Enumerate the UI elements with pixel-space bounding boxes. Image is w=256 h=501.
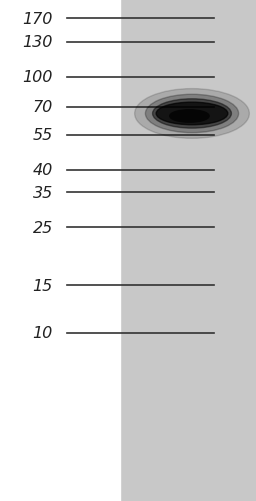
- Bar: [120, 0, 256, 501]
- Text: 170: 170: [23, 12, 53, 27]
- Ellipse shape: [156, 103, 228, 125]
- Ellipse shape: [145, 95, 239, 133]
- Ellipse shape: [135, 89, 249, 139]
- Text: 25: 25: [33, 220, 53, 235]
- Text: 130: 130: [23, 35, 53, 50]
- Text: 35: 35: [33, 185, 53, 200]
- Ellipse shape: [170, 111, 209, 123]
- Text: 10: 10: [33, 326, 53, 341]
- Text: 40: 40: [33, 163, 53, 178]
- Text: 100: 100: [23, 70, 53, 85]
- Text: 70: 70: [33, 100, 53, 115]
- Text: 55: 55: [33, 128, 53, 143]
- Bar: [0, 0, 120, 501]
- Ellipse shape: [153, 100, 231, 129]
- Text: 15: 15: [33, 278, 53, 293]
